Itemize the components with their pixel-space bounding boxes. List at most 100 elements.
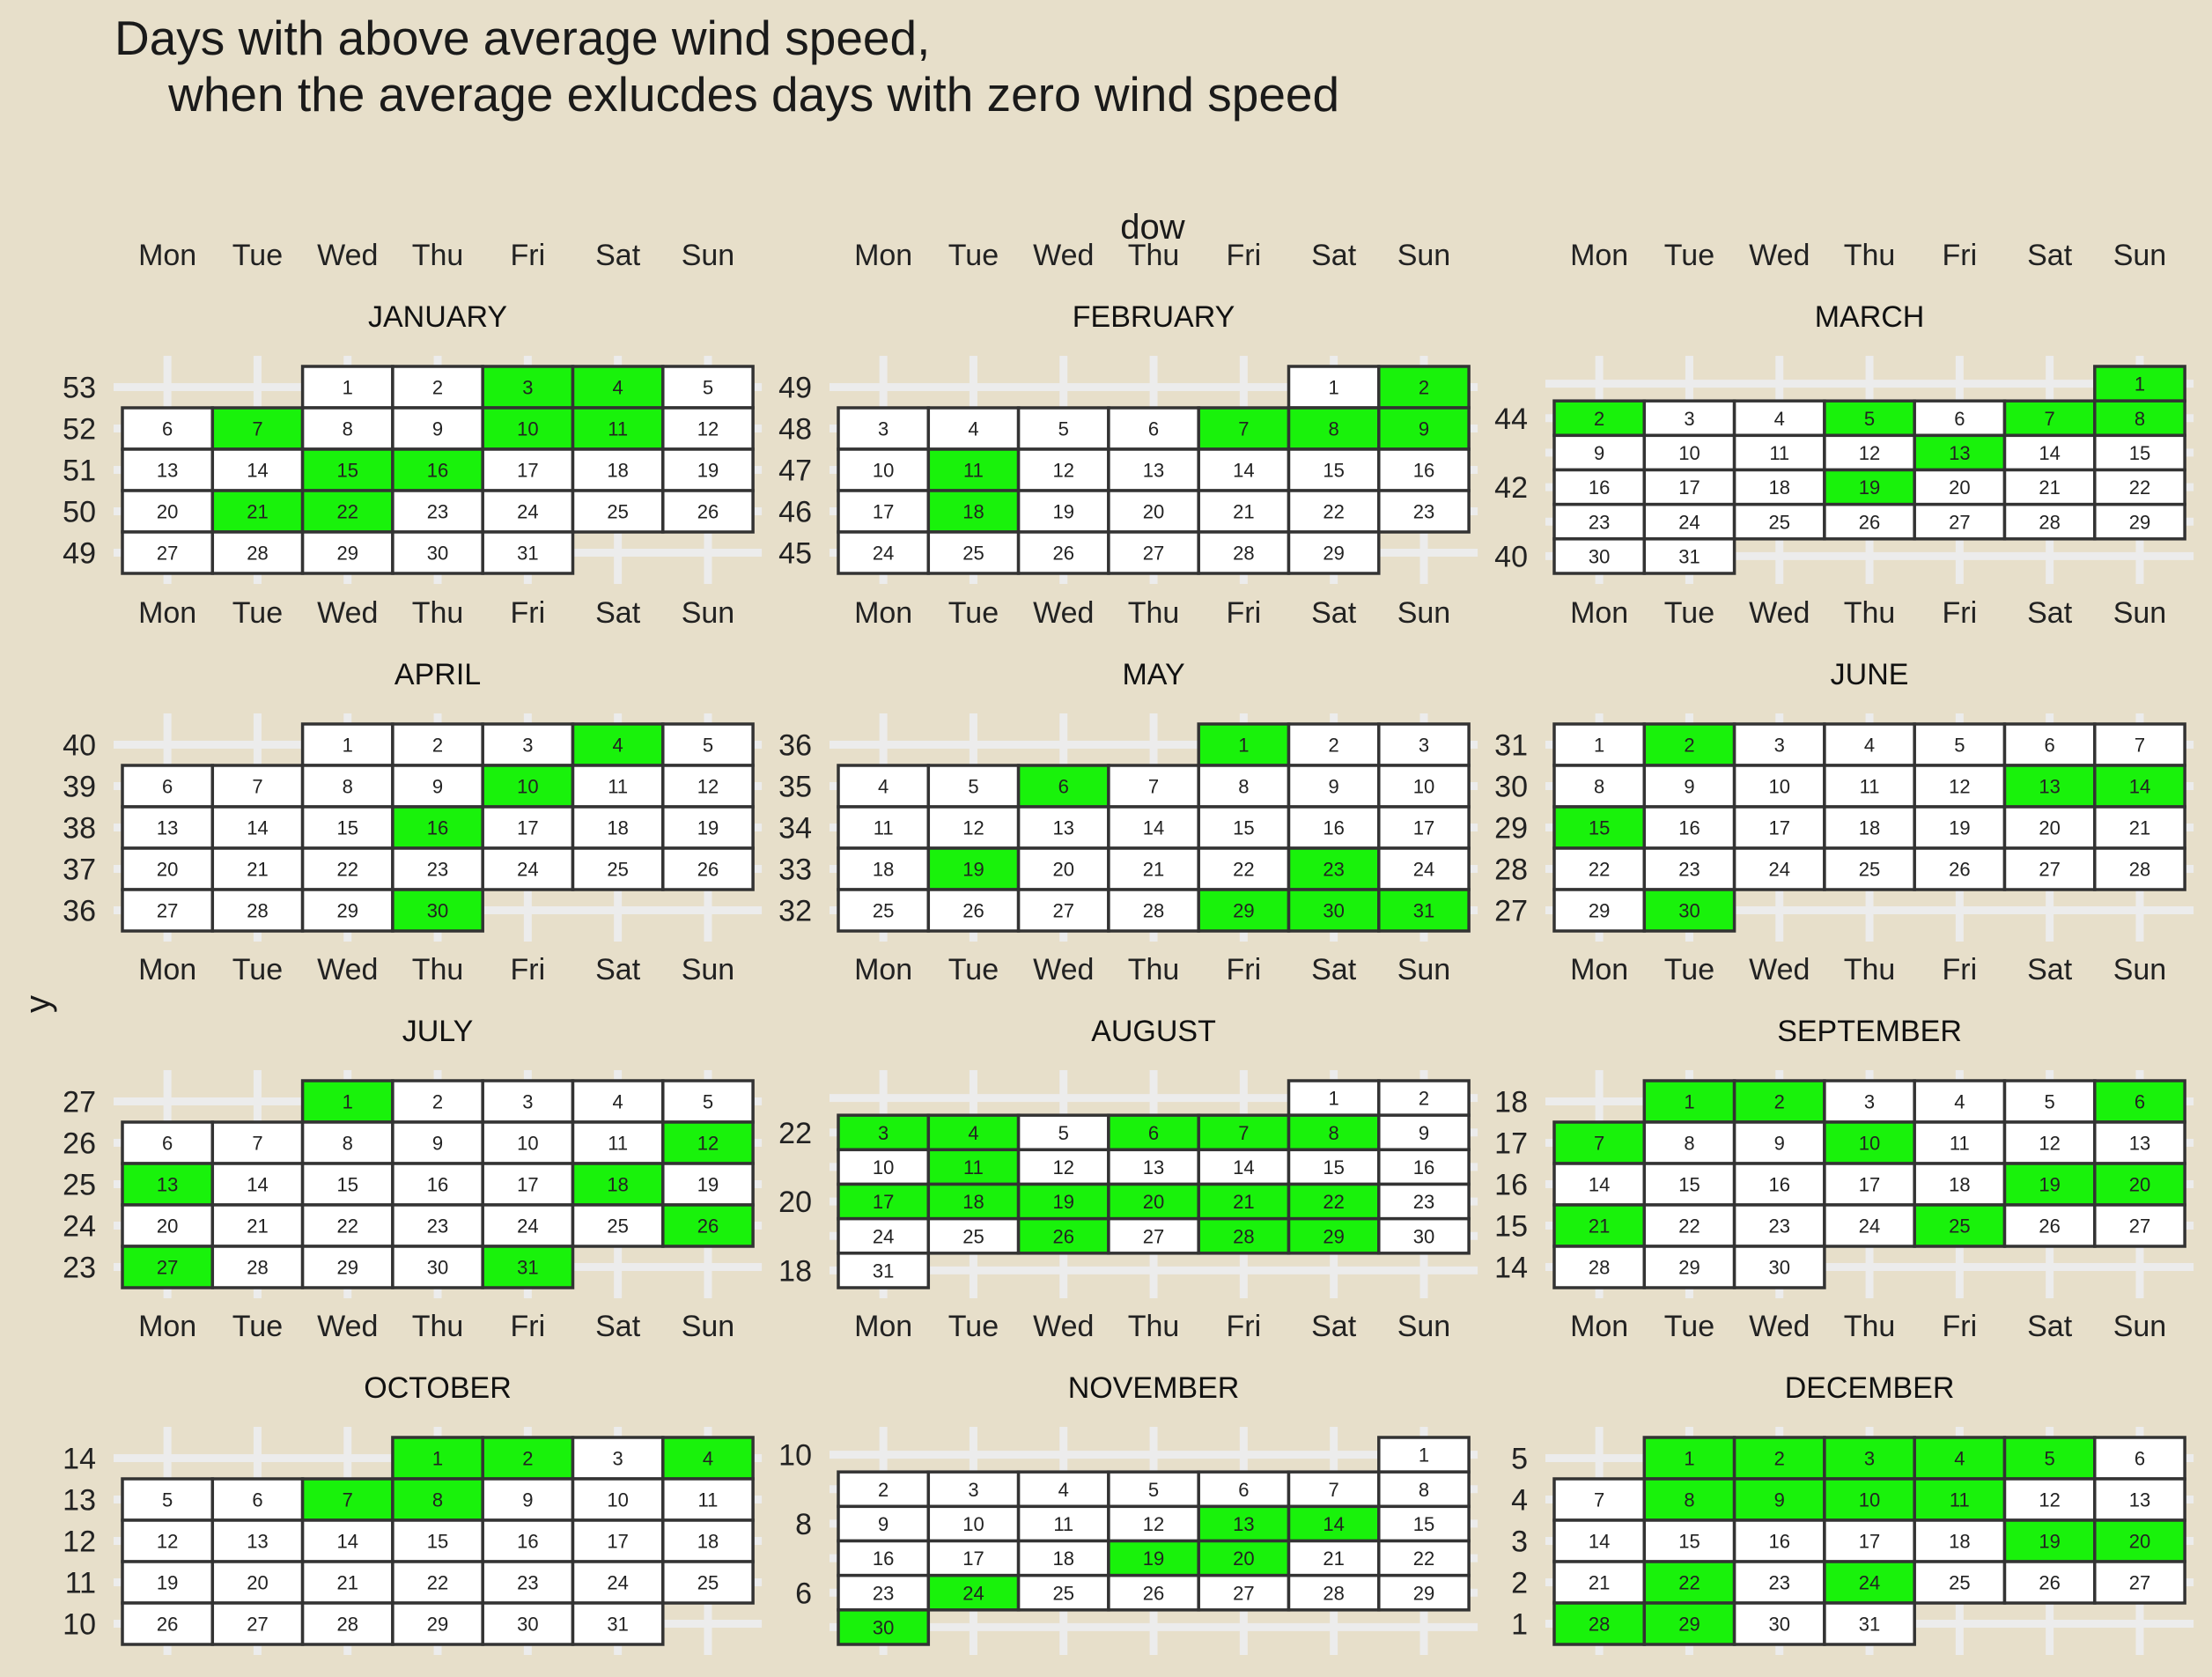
day-cell <box>926 1216 1021 1255</box>
day-cell <box>1642 1560 1736 1605</box>
y-tick-label: 32 <box>778 895 812 928</box>
day-number: 17 <box>1859 1174 1880 1196</box>
day-number: 16 <box>1413 1156 1434 1178</box>
day-number: 21 <box>247 501 268 523</box>
day-number: 16 <box>1413 460 1434 482</box>
month-title: AUGUST <box>1091 1015 1216 1048</box>
day-number: 3 <box>522 1091 533 1113</box>
day-number: 31 <box>517 1257 538 1279</box>
day-cell <box>661 1120 755 1165</box>
weekday-label: Tue <box>948 953 999 986</box>
day-number: 14 <box>1233 1156 1254 1178</box>
day-number: 23 <box>1678 859 1700 881</box>
day-cell <box>2093 1079 2186 1124</box>
day-number: 15 <box>337 460 358 482</box>
day-cell <box>210 1245 305 1289</box>
weekday-label: Sun <box>682 239 735 272</box>
day-cell <box>1016 1470 1110 1509</box>
day-number: 18 <box>607 817 628 839</box>
y-tick-label: 5 <box>1511 1443 1528 1476</box>
day-number: 15 <box>427 1531 448 1553</box>
day-cell <box>1377 365 1471 410</box>
day-cell <box>1913 846 2007 891</box>
day-cell <box>1016 1182 1110 1221</box>
day-cell <box>1287 764 1381 809</box>
day-number: 23 <box>517 1572 538 1594</box>
day-number: 29 <box>1678 1257 1700 1279</box>
day-number: 7 <box>252 418 262 440</box>
day-cell <box>1016 1216 1110 1255</box>
day-cell <box>1642 846 1736 891</box>
day-cell <box>210 1601 305 1646</box>
y-tick-label: 10 <box>63 1608 96 1642</box>
day-number: 26 <box>2039 1215 2060 1237</box>
day-number: 14 <box>247 460 268 482</box>
day-number: 28 <box>247 900 268 922</box>
weekday-label: Sat <box>595 596 641 630</box>
day-cell <box>661 764 755 809</box>
day-number: 25 <box>607 501 628 523</box>
day-number: 25 <box>1949 1572 1970 1594</box>
y-tick-label: 40 <box>63 729 96 763</box>
day-number: 25 <box>697 1572 719 1594</box>
day-number: 21 <box>1323 1548 1344 1570</box>
day-cell <box>1823 502 1916 541</box>
day-cell <box>926 489 1021 534</box>
day-cell <box>210 1120 305 1165</box>
day-number: 7 <box>343 1489 353 1511</box>
day-cell <box>1107 1216 1200 1255</box>
day-number: 27 <box>1053 900 1074 922</box>
day-number: 30 <box>1323 900 1344 922</box>
day-cell <box>571 805 665 850</box>
day-cell <box>1287 888 1381 933</box>
day-number: 27 <box>157 1257 178 1279</box>
weekday-label: Mon <box>138 596 196 630</box>
y-tick-label: 49 <box>63 537 96 571</box>
weekday-label: Sun <box>1397 239 1451 272</box>
day-number: 12 <box>962 817 984 839</box>
day-cell <box>837 1608 931 1646</box>
y-tick-label: 47 <box>778 454 812 488</box>
weekday-label: Fri <box>511 596 546 630</box>
day-number: 25 <box>1859 859 1880 881</box>
day-cell <box>1377 1573 1471 1612</box>
y-tick-label: 28 <box>1494 853 1528 887</box>
day-number: 13 <box>157 817 178 839</box>
y-tick-label: 14 <box>1494 1252 1528 1285</box>
y-tick-label: 38 <box>63 812 96 846</box>
day-cell <box>2002 502 2097 541</box>
y-axis-title: y <box>18 995 57 1013</box>
weekday-label: Thu <box>1128 239 1180 272</box>
day-cell <box>300 888 394 933</box>
day-number: 1 <box>1684 1091 1694 1113</box>
day-number: 11 <box>1769 442 1789 464</box>
y-tick-label: 44 <box>1494 403 1528 436</box>
day-number: 21 <box>1143 859 1164 881</box>
day-cell <box>300 1079 394 1124</box>
day-number: 26 <box>157 1614 178 1636</box>
day-cell <box>1913 502 2007 541</box>
weekday-label: Sat <box>1311 1310 1357 1343</box>
day-cell <box>481 1079 575 1124</box>
day-number: 6 <box>2135 1091 2145 1113</box>
weekday-label: Fri <box>1227 596 1262 630</box>
day-cell <box>1377 489 1471 534</box>
day-number: 11 <box>608 1133 628 1155</box>
weekday-label: Sun <box>682 953 735 986</box>
day-number: 25 <box>962 1225 984 1247</box>
month-panel-september: Mon Tue Wed Thu Fri Sat SunSEPTEMBER1817161514… <box>1494 953 2194 1298</box>
day-number: 30 <box>1769 1257 1790 1279</box>
weekday-label: Wed <box>1033 239 1094 272</box>
day-number: 28 <box>247 543 268 565</box>
day-number: 22 <box>1323 501 1344 523</box>
day-number: 23 <box>1769 1215 1790 1237</box>
day-number: 23 <box>1589 511 1610 533</box>
day-cell <box>481 805 575 850</box>
weekday-label: Mon <box>1570 1310 1628 1343</box>
day-number: 13 <box>157 460 178 482</box>
day-number: 30 <box>1769 1614 1790 1636</box>
day-number: 11 <box>1950 1133 1970 1155</box>
y-tick-label: 35 <box>778 771 812 804</box>
day-number: 8 <box>1684 1133 1694 1155</box>
